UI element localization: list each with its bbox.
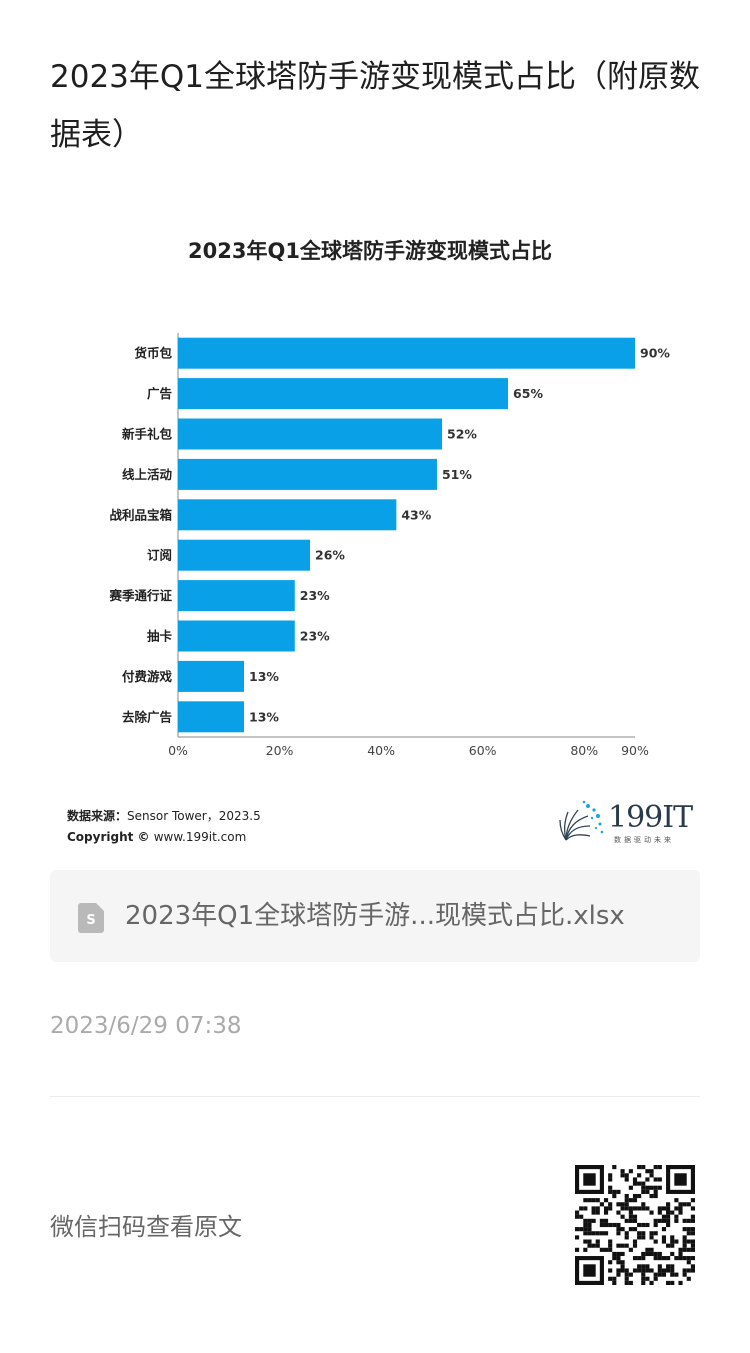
category-label: 战利品宝箱 bbox=[109, 507, 172, 522]
bar-3 bbox=[178, 418, 443, 450]
value-label: 51% bbox=[442, 467, 472, 482]
bar-1 bbox=[178, 337, 635, 369]
logo-name: 199IT bbox=[608, 800, 693, 835]
spreadsheet-file-icon: S bbox=[78, 903, 104, 933]
x-tick-label: 40% bbox=[367, 743, 395, 758]
value-label: 23% bbox=[300, 588, 330, 603]
publish-timestamp: 2023/6/29 07:38 bbox=[50, 1013, 242, 1039]
value-label: 65% bbox=[513, 386, 543, 401]
bar-8 bbox=[178, 620, 295, 652]
value-label: 43% bbox=[401, 507, 431, 522]
category-label: 广告 bbox=[147, 386, 173, 401]
x-tick-label: 20% bbox=[266, 743, 294, 758]
bar-2 bbox=[178, 378, 509, 410]
bar-7 bbox=[178, 580, 295, 612]
value-label: 90% bbox=[640, 346, 670, 361]
copyright-label: Copyright © bbox=[67, 830, 154, 844]
value-label: 23% bbox=[300, 629, 330, 644]
view-original-label: 微信扫码查看原文 bbox=[50, 1213, 242, 1241]
svg-text:S: S bbox=[86, 913, 95, 928]
x-tick-label: 80% bbox=[570, 743, 598, 758]
value-label: 52% bbox=[447, 427, 477, 442]
divider bbox=[50, 1096, 700, 1097]
bar-9 bbox=[178, 660, 245, 692]
logo-tagline: 数据驱动未来 bbox=[614, 836, 674, 844]
attachment-file-name[interactable]: 2023年Q1全球塔防手游...现模式占比.xlsx bbox=[125, 901, 625, 931]
bar-chart: 2023年Q1全球塔防手游变现模式占比货币包 90% 广告 65% 新手礼包 52% 线上活… bbox=[55, 225, 695, 785]
bar-5 bbox=[178, 499, 397, 531]
source-label: 数据来源： bbox=[67, 809, 128, 823]
value-label: 13% bbox=[249, 709, 279, 724]
value-label: 13% bbox=[249, 669, 279, 684]
copyright-text: www.199it.com bbox=[153, 830, 247, 844]
data-source: 数据来源：Sensor Tower，2023.5 Copyright © www… bbox=[67, 806, 261, 848]
category-label: 抽卡 bbox=[147, 629, 173, 644]
qr-code-icon[interactable] bbox=[575, 1165, 695, 1285]
brand-logo: 199IT 数据驱动未来 bbox=[558, 800, 698, 848]
bar-10 bbox=[178, 701, 245, 733]
value-label: 26% bbox=[315, 548, 345, 563]
category-label: 货币包 bbox=[134, 346, 172, 361]
source-text: Sensor Tower，2023.5 bbox=[127, 809, 261, 823]
x-tick-label: 90% bbox=[621, 743, 649, 758]
category-label: 赛季通行证 bbox=[108, 588, 172, 603]
category-label: 付费游戏 bbox=[122, 669, 173, 684]
dandelion-logo-icon bbox=[559, 800, 604, 841]
bar-4 bbox=[178, 458, 437, 490]
chart-title: 2023年Q1全球塔防手游变现模式占比 bbox=[188, 239, 552, 263]
category-label: 新手礼包 bbox=[122, 427, 173, 442]
page-title: 2023年Q1全球塔防手游变现模式占比（附原数据表） bbox=[50, 59, 701, 153]
bar-6 bbox=[178, 539, 311, 571]
attachment-card[interactable]: S 2023年Q1全球塔防手游...现模式占比.xlsx bbox=[50, 870, 700, 962]
x-tick-label: 60% bbox=[469, 743, 497, 758]
category-label: 去除广告 bbox=[122, 709, 173, 724]
x-tick-label: 0% bbox=[168, 743, 188, 758]
category-label: 线上活动 bbox=[122, 467, 173, 482]
category-label: 订阅 bbox=[147, 548, 172, 563]
